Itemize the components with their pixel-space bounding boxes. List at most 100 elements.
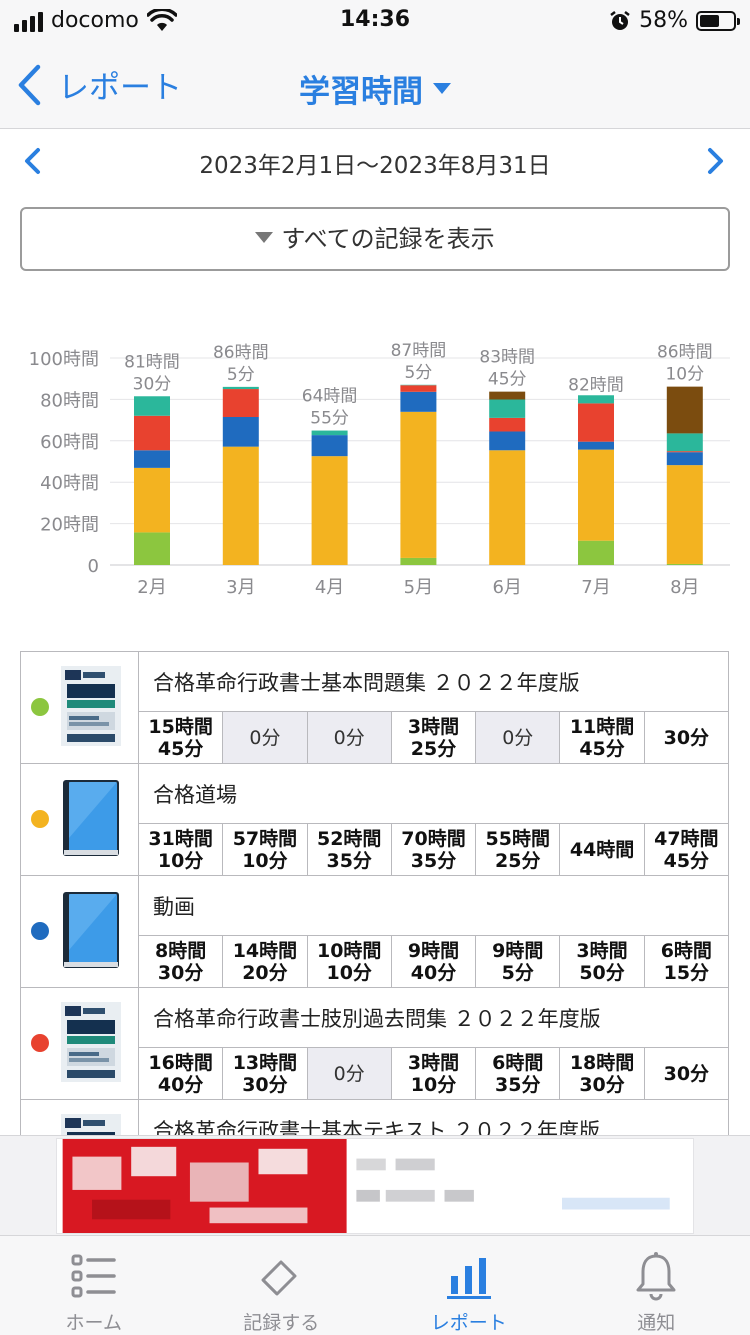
bar-segment bbox=[489, 417, 526, 432]
total-hours-label: 64時間 bbox=[302, 387, 358, 407]
month-time-cell: 13時間 30分 bbox=[222, 1048, 306, 1099]
bar-segment bbox=[400, 385, 437, 392]
y-tick-label: 40時間 bbox=[40, 473, 99, 494]
status-right: 58% bbox=[609, 8, 740, 33]
y-tick-label: 100時間 bbox=[29, 349, 99, 370]
y-tick-label: 20時間 bbox=[40, 515, 99, 536]
bar-segment bbox=[489, 450, 526, 565]
bar-segment bbox=[311, 430, 348, 436]
bell-icon bbox=[636, 1252, 676, 1301]
tab-label: 通知 bbox=[637, 1312, 676, 1334]
color-dot bbox=[31, 698, 49, 716]
month-time-cell: 52時間 35分 bbox=[306, 824, 391, 875]
x-tick-label: 3月 bbox=[226, 577, 255, 598]
month-time-cells: 8時間 30分 14時間 20分 10時間 10分 9時間 40分 9時間 5分 3時間 … bbox=[139, 935, 728, 987]
status-time: 14:36 bbox=[339, 7, 411, 32]
bar-segment bbox=[666, 386, 703, 434]
month-time-cell: 3時間 25分 bbox=[390, 712, 475, 763]
record-marker bbox=[21, 1100, 139, 1135]
month-time-cell: 57時間 10分 bbox=[222, 824, 306, 875]
total-minutes-label: 45分 bbox=[488, 370, 527, 390]
bar-segment bbox=[222, 416, 259, 447]
month-time-cell: 30分 bbox=[643, 712, 728, 763]
record-name: 動画 bbox=[153, 895, 195, 919]
back-button[interactable]: レポート bbox=[14, 62, 182, 107]
month-time-cell: 11時間 45分 bbox=[559, 712, 643, 763]
x-tick-label: 5月 bbox=[404, 577, 433, 598]
book-cover-icon bbox=[61, 1002, 121, 1082]
book-icon bbox=[63, 780, 119, 856]
record-row[interactable]: 合格革命行政書士基本問題集 ２０２２年度版 15時間 45分 0分 0分 3時間 25分… bbox=[20, 652, 729, 764]
bar-segment bbox=[134, 532, 170, 565]
bar-segment bbox=[489, 399, 526, 418]
month-time-cells: 15時間 45分 0分 0分 3時間 25分 0分 11時間 45分 30分 bbox=[139, 711, 728, 763]
month-time-cell: 9時間 40分 bbox=[390, 936, 475, 987]
bar-chart-icon bbox=[446, 1258, 491, 1299]
report-type-selector[interactable]: 学習時間 bbox=[0, 66, 750, 111]
book-cover-icon bbox=[61, 666, 121, 746]
month-time-cell: 3時間 50分 bbox=[559, 936, 643, 987]
total-minutes-label: 5分 bbox=[227, 365, 255, 385]
navigation-bar: レポート 学習時間 bbox=[0, 40, 750, 129]
previous-period-button[interactable] bbox=[20, 146, 46, 176]
month-time-cell: 16時間 40分 bbox=[148, 1051, 213, 1096]
month-time-cell: 70時間 35分 bbox=[390, 824, 475, 875]
record-marker bbox=[21, 764, 139, 875]
y-tick-label: 80時間 bbox=[40, 390, 99, 411]
ad-banner[interactable] bbox=[56, 1138, 694, 1234]
y-tick-label: 0 bbox=[88, 556, 99, 577]
record-row[interactable]: 動画 8時間 30分 14時間 20分 10時間 10分 9時間 40分 9時間 5分 3時… bbox=[20, 876, 729, 988]
total-minutes-label: 30分 bbox=[133, 374, 172, 394]
x-tick-label: 4月 bbox=[315, 577, 344, 598]
status-bar: docomo 14:36 58% bbox=[0, 0, 750, 40]
next-period-button[interactable] bbox=[702, 146, 728, 176]
tab-report[interactable]: レポート bbox=[375, 1236, 563, 1335]
bar-segment bbox=[578, 441, 614, 450]
show-all-records-button[interactable]: すべての記録を表示 bbox=[20, 207, 730, 271]
bar-segment bbox=[666, 465, 703, 564]
tab-record[interactable]: 記録する bbox=[188, 1236, 376, 1335]
period-range: 2023年2月1日～2023年8月31日 bbox=[199, 153, 551, 179]
caret-down-icon bbox=[433, 83, 451, 94]
caret-down-icon bbox=[255, 232, 274, 243]
pencil-icon bbox=[261, 1260, 297, 1296]
month-time-cell: 10時間 10分 bbox=[306, 936, 391, 987]
tab-notifications[interactable]: 通知 bbox=[563, 1236, 750, 1335]
bar-segment bbox=[400, 411, 437, 558]
month-time-cell: 0分 bbox=[306, 1048, 391, 1099]
x-tick-label: 7月 bbox=[581, 577, 610, 598]
record-marker bbox=[21, 988, 139, 1099]
record-row[interactable]: 合格革命行政書士基本テキスト ２０２２年度版 bbox=[20, 1100, 729, 1135]
bar-segment bbox=[666, 433, 703, 452]
total-hours-label: 82時間 bbox=[568, 375, 624, 395]
month-time-cell: 9時間 5分 bbox=[475, 936, 559, 987]
month-time-cell: 0分 bbox=[306, 712, 391, 763]
tab-home[interactable]: ホーム bbox=[0, 1236, 188, 1335]
tab-label: レポート bbox=[430, 1312, 507, 1334]
record-name: 合格革命行政書士肢別過去問集 ２０２２年度版 bbox=[153, 1007, 601, 1031]
records-table: 合格革命行政書士基本問題集 ２０２２年度版 15時間 45分 0分 0分 3時間 25分… bbox=[20, 651, 729, 1135]
period-selector: 2023年2月1日～2023年8月31日 bbox=[0, 130, 750, 192]
battery-icon bbox=[696, 10, 740, 31]
carrier-name: docomo bbox=[51, 8, 139, 33]
y-tick-label: 60時間 bbox=[40, 432, 99, 453]
filter-label: すべての記録を表示 bbox=[281, 225, 495, 253]
battery-percent: 58% bbox=[639, 8, 688, 33]
record-row[interactable]: 合格道場 31時間 10分 57時間 10分 52時間 35分 70時間 35分 55時間… bbox=[20, 764, 729, 876]
record-name: 合格道場 bbox=[153, 783, 237, 807]
record-name: 合格革命行政書士基本問題集 ２０２２年度版 bbox=[153, 671, 580, 695]
color-dot bbox=[31, 922, 49, 940]
status-left: docomo bbox=[14, 8, 177, 33]
record-marker bbox=[21, 876, 139, 987]
tab-label: ホーム bbox=[65, 1312, 122, 1334]
month-time-cell: 47時間 45分 bbox=[643, 824, 728, 875]
record-row[interactable]: 合格革命行政書士肢別過去問集 ２０２２年度版 16時間 40分 13時間 30分 0分… bbox=[20, 988, 729, 1100]
page-title: 学習時間 bbox=[299, 74, 423, 110]
record-name: 合格革命行政書士基本テキスト ２０２２年度版 bbox=[153, 1119, 601, 1135]
tab-label: 記録する bbox=[243, 1312, 320, 1334]
total-hours-label: 83時間 bbox=[479, 348, 535, 368]
color-dot bbox=[31, 810, 49, 828]
bar-segment bbox=[489, 391, 526, 400]
month-time-cell: 18時間 30分 bbox=[559, 1048, 643, 1099]
bar-segment bbox=[578, 449, 614, 541]
